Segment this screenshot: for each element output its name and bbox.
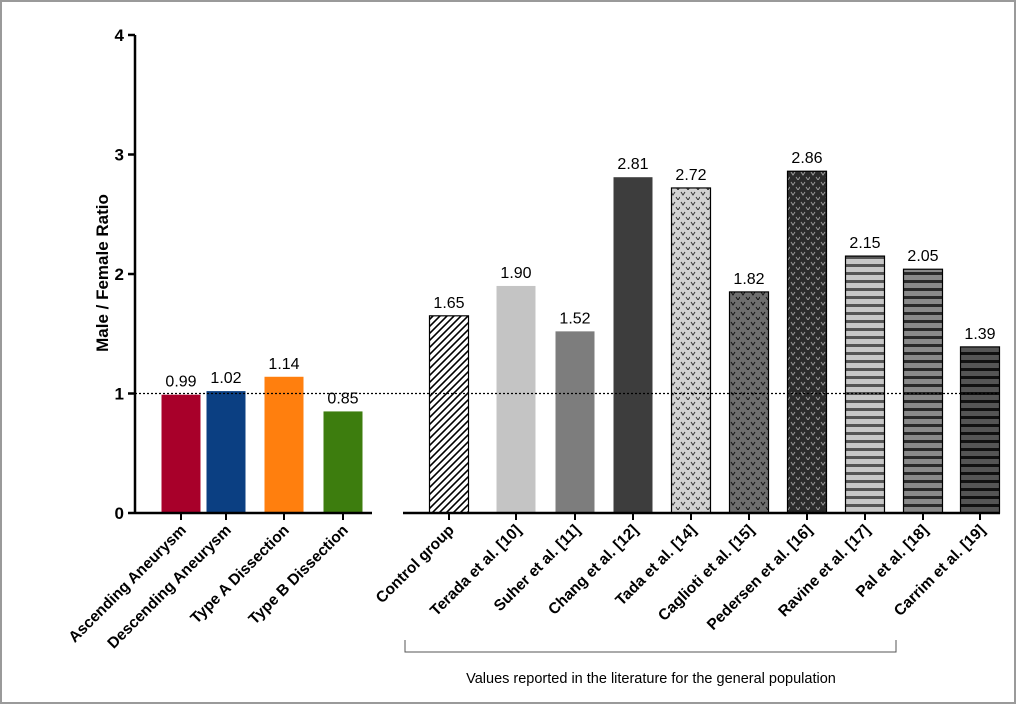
value-label-terada-et-al-10: 1.90 [500, 265, 531, 282]
bar-type-a-dissection [264, 376, 304, 513]
y-axis-title: Male / Female Ratio [93, 194, 112, 352]
bar-ravine-et-al-17 [844, 255, 886, 514]
literature-bracket-label: Values reported in the literature for th… [466, 671, 836, 687]
value-label-pedersen-et-al-16: 2.86 [791, 150, 822, 167]
value-label-ravine-et-al-17: 2.15 [849, 235, 880, 252]
bars-layer: 0.99 1.02 1.14 0.85 1.65 1.90 1.52 2.81 2.72 1.82… [161, 150, 1001, 514]
value-label-control-group: 1.65 [433, 295, 464, 312]
bar-carrim-et-al-19 [959, 346, 1001, 514]
value-label-carrim-et-al-19: 1.39 [964, 326, 995, 343]
category-label-pedersen-et-al-16: Pedersen et al. [16] [704, 522, 816, 634]
value-label-pal-et-al-18: 2.05 [907, 248, 938, 265]
category-label-type-b-dissection: Type B Dissection [246, 522, 352, 628]
y-tick-label-0: 0 [115, 504, 124, 523]
bar-control-group [428, 315, 470, 514]
value-label-suher-et-al-11: 1.52 [559, 310, 590, 327]
bar-tada-et-al-14 [670, 187, 712, 514]
bar-pal-et-al-18 [902, 268, 944, 514]
value-label-type-a-dissection: 1.14 [268, 356, 299, 373]
category-label-caglioti-et-al-15: Caglioti et al. [15] [655, 522, 758, 625]
value-label-ascending-aneurysm: 0.99 [165, 374, 196, 391]
bar-caglioti-et-al-15 [728, 291, 770, 514]
value-label-chang-et-al-12: 2.81 [617, 156, 648, 173]
bar-terada-et-al-10 [496, 285, 536, 513]
bar-ascending-aneurysm [161, 394, 201, 513]
bar-pedersen-et-al-16 [786, 170, 828, 514]
bar-descending-aneurysm [206, 391, 246, 513]
category-label-type-a-dissection: Type A Dissection [187, 522, 292, 627]
literature-bracket [404, 640, 897, 653]
y-tick-label-1: 1 [115, 385, 124, 404]
value-label-tada-et-al-14: 2.72 [675, 167, 706, 184]
bar-type-b-dissection [323, 411, 363, 513]
value-label-type-b-dissection: 0.85 [327, 390, 358, 407]
bar-chang-et-al-12 [613, 177, 653, 513]
y-tick-label-3: 3 [115, 146, 124, 165]
value-label-caglioti-et-al-15: 1.82 [733, 271, 764, 288]
y-tick-label-4: 4 [115, 26, 125, 45]
y-tick-label-2: 2 [115, 265, 124, 284]
y-axis: 0 1 2 3 4 [115, 26, 137, 523]
value-label-descending-aneurysm: 1.02 [210, 370, 241, 387]
bar-suher-et-al-11 [555, 331, 595, 513]
